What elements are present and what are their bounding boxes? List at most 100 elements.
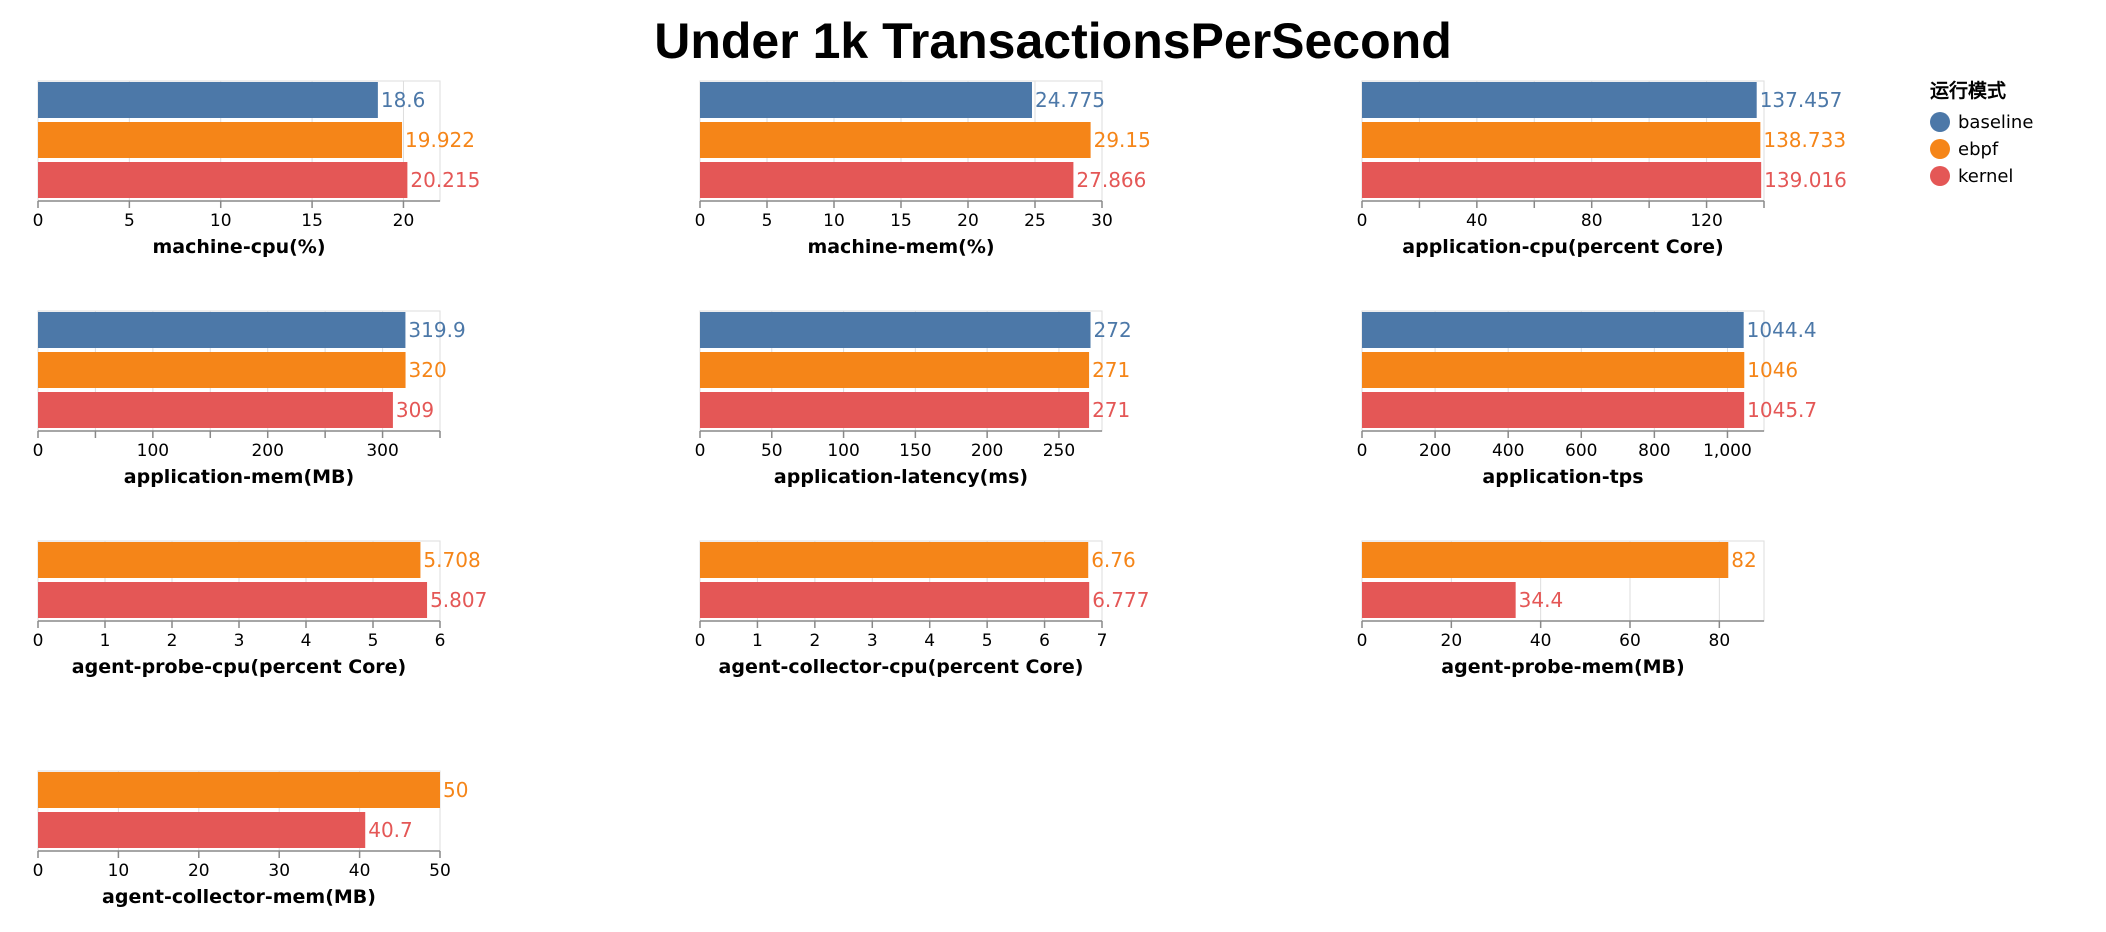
legend: 运行模式 baseline ebpf kernel	[1930, 79, 2033, 187]
bar-ebpf	[700, 122, 1091, 158]
bar-baseline	[700, 82, 1032, 118]
bar-value-label-ebpf: 5.708	[423, 548, 480, 572]
bar-value-label-ebpf: 271	[1092, 358, 1130, 382]
bar-value-label-ebpf: 82	[1731, 548, 1756, 572]
x-tick-label: 7	[1097, 631, 1108, 651]
bar-baseline	[1362, 82, 1757, 118]
bar-value-label-kernel: 139.016	[1764, 168, 1847, 192]
x-tick-label: 10	[823, 211, 845, 231]
bar-ebpf	[1362, 122, 1761, 158]
bar-ebpf	[700, 352, 1090, 388]
x-tick-label: 6	[435, 631, 446, 651]
bar-value-label-ebpf: 6.76	[1091, 548, 1136, 572]
x-axis-title: application-cpu(percent Core)	[1402, 236, 1723, 258]
x-tick-label: 0	[695, 211, 706, 231]
legend-title: 运行模式	[1930, 79, 2006, 102]
bar-value-label-ebpf: 320	[409, 358, 447, 382]
x-tick-label: 400	[1492, 441, 1524, 461]
panel-agent-collector-cpu(percent Core): 6.76 6.777 0 1 2 3 4 5 6 7 agent-collector-cpu(per…	[695, 540, 1149, 678]
bar-kernel	[1362, 582, 1516, 618]
x-tick-label: 80	[1709, 631, 1731, 651]
x-tick-label: 200	[251, 441, 283, 461]
x-tick-label: 20	[1441, 631, 1463, 651]
bar-value-label-baseline: 1044.4	[1747, 318, 1817, 342]
x-tick-label: 30	[1091, 211, 1113, 231]
bar-value-label-kernel: 6.777	[1092, 588, 1149, 612]
panel-application-latency(ms): 272 271 271 0 50 100 150 200 250 application-late…	[695, 310, 1132, 488]
x-axis-title: agent-collector-cpu(percent Core)	[719, 656, 1084, 678]
bar-value-label-kernel: 20.215	[410, 168, 480, 192]
bar-kernel	[700, 162, 1074, 198]
x-tick-label: 600	[1565, 441, 1597, 461]
x-tick-label: 50	[429, 861, 451, 881]
x-tick-label: 0	[33, 441, 44, 461]
bar-kernel	[1362, 392, 1745, 428]
panel-agent-probe-mem(MB): 82 34.4 0 20 40 60 80 agent-probe-mem(MB)	[1357, 540, 1765, 678]
bar-value-label-kernel: 271	[1092, 398, 1130, 422]
bar-value-label-ebpf: 29.15	[1094, 128, 1151, 152]
bar-ebpf	[1362, 542, 1729, 578]
x-tick-label: 5	[762, 211, 773, 231]
panel-machine-cpu(%): 18.6 19.922 20.215 0 5 10 15 20 machine-cpu(%)	[33, 80, 480, 258]
x-tick-label: 150	[899, 441, 931, 461]
bar-ebpf	[38, 542, 421, 578]
x-tick-label: 4	[301, 631, 312, 651]
bar-baseline	[38, 312, 406, 348]
bar-baseline	[700, 312, 1091, 348]
bar-value-label-ebpf: 50	[443, 778, 468, 802]
x-tick-label: 0	[1357, 631, 1368, 651]
bar-value-label-baseline: 137.457	[1760, 88, 1843, 112]
bar-kernel	[38, 162, 408, 198]
x-axis-title: application-tps	[1482, 466, 1643, 488]
legend-swatch-ebpf	[1930, 139, 1950, 159]
x-tick-label: 0	[1357, 211, 1368, 231]
x-tick-label: 6	[1039, 631, 1050, 651]
x-tick-label: 15	[890, 211, 912, 231]
bar-value-label-kernel: 1045.7	[1747, 398, 1817, 422]
x-tick-label: 40	[1466, 211, 1488, 231]
x-axis-title: application-mem(MB)	[124, 466, 354, 488]
bar-ebpf	[1362, 352, 1745, 388]
bar-ebpf	[38, 772, 440, 808]
x-tick-label: 300	[366, 441, 398, 461]
x-axis-title: machine-cpu(%)	[152, 236, 325, 258]
x-tick-label: 2	[809, 631, 820, 651]
bar-kernel	[1362, 162, 1762, 198]
bar-ebpf	[700, 542, 1089, 578]
bar-value-label-baseline: 24.775	[1035, 88, 1105, 112]
x-tick-label: 25	[1024, 211, 1046, 231]
x-tick-label: 100	[137, 441, 169, 461]
bar-value-label-ebpf: 138.733	[1763, 128, 1846, 152]
x-tick-label: 20	[393, 211, 415, 231]
panel-application-cpu(percent Core): 137.457 138.733 139.016 0 40 80 120 application…	[1357, 80, 1847, 258]
bar-value-label-kernel: 27.866	[1076, 168, 1146, 192]
x-tick-label: 2	[167, 631, 178, 651]
panel-application-tps: 1044.4 1046 1045.7 0 200 400 600 800 1,000 applic…	[1357, 310, 1817, 488]
x-tick-label: 200	[1419, 441, 1451, 461]
bar-kernel	[38, 812, 366, 848]
legend-label-baseline: baseline	[1958, 112, 2033, 133]
x-tick-label: 250	[1043, 441, 1075, 461]
x-tick-label: 5	[124, 211, 135, 231]
bar-baseline	[38, 82, 378, 118]
x-tick-label: 1	[752, 631, 763, 651]
bar-kernel	[38, 582, 428, 618]
x-tick-label: 120	[1690, 211, 1722, 231]
panel-agent-probe-cpu(percent Core): 5.708 5.807 0 1 2 3 4 5 6 agent-probe-cpu(percent…	[33, 540, 487, 678]
chart-title: Under 1k TransactionsPerSecond	[654, 13, 1452, 69]
x-tick-label: 10	[108, 861, 130, 881]
bar-ebpf	[38, 122, 403, 158]
x-tick-label: 0	[33, 861, 44, 881]
x-tick-label: 15	[301, 211, 323, 231]
x-tick-label: 20	[957, 211, 979, 231]
x-tick-label: 0	[695, 441, 706, 461]
x-tick-label: 0	[1357, 441, 1368, 461]
x-tick-label: 200	[971, 441, 1003, 461]
x-tick-label: 20	[188, 861, 210, 881]
x-tick-label: 100	[827, 441, 859, 461]
x-axis-title: agent-collector-mem(MB)	[102, 886, 376, 908]
bar-ebpf	[38, 352, 406, 388]
x-tick-label: 800	[1638, 441, 1670, 461]
x-tick-label: 80	[1581, 211, 1603, 231]
x-tick-label: 5	[368, 631, 379, 651]
